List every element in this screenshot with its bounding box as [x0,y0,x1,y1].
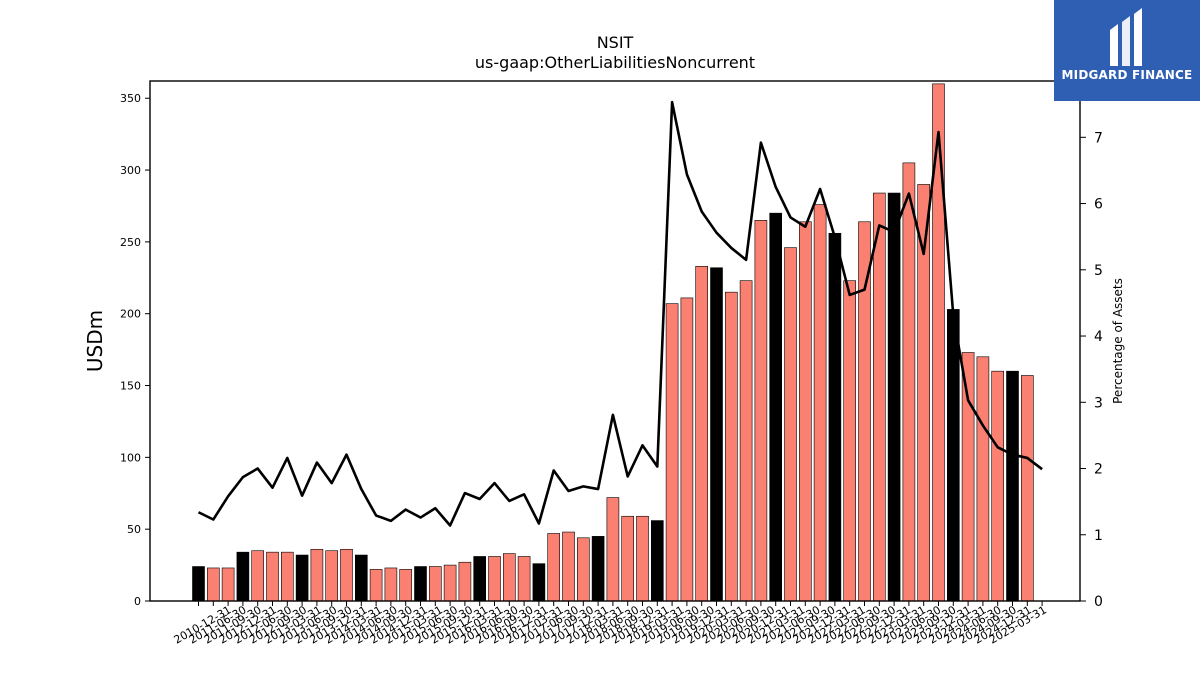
bar [680,297,694,602]
bar [458,561,472,602]
bar [887,192,901,602]
y-axis-label: USDm [83,310,107,372]
bar [443,564,457,602]
bar [636,515,649,602]
bar [266,551,279,602]
y2-axis-label: Percentage of Assets [1111,278,1125,404]
bar [724,291,738,602]
bar [606,497,620,602]
company-logo: MIDGARD FINANCE [1054,0,1200,101]
bar [354,554,368,602]
logo-mark-icon [1110,8,1142,66]
plot-frame [149,80,1081,602]
bar [414,566,427,602]
bar [325,550,339,602]
bar [384,567,398,602]
bar [798,221,812,602]
y2-tick-label: 7 [1094,130,1103,146]
bar [399,569,413,602]
bar [858,221,871,602]
y-tick-label: 100 [120,451,141,464]
bar [813,204,827,602]
bar [769,212,783,602]
y2-tick-label: 4 [1094,329,1103,345]
bar [621,515,635,602]
bar [902,162,916,602]
y2-tick-label: 0 [1094,594,1103,610]
bar [843,280,857,602]
bar [1020,375,1034,602]
bar [695,265,709,602]
y-tick-label: 200 [120,308,141,321]
bar [369,569,383,602]
y-tick-label: 250 [120,236,141,249]
bars-layer [192,83,1034,602]
bar [991,370,1005,602]
bar [221,567,235,602]
bar [532,563,546,602]
bar [576,537,590,602]
y-tick-label: 0 [134,595,141,608]
bar [946,309,960,602]
logo-text: MIDGARD FINANCE [1061,68,1193,82]
bar [1006,370,1019,602]
y2-tick-label: 6 [1094,197,1103,213]
bar [872,192,886,602]
chart-subtitle: us-gaap:OtherLiabilitiesNoncurrent [475,53,755,72]
bar [502,553,516,602]
bar [340,548,353,602]
bar [961,352,975,602]
bar [650,520,664,602]
y-tick-label: 50 [127,523,141,536]
series-line [197,100,1043,527]
bar [280,551,294,602]
bar [517,556,531,602]
bar [295,554,309,602]
line-layer [197,100,1043,527]
y-tick-label: 300 [120,164,141,177]
y2-tick-label: 2 [1094,462,1103,478]
bar [207,567,220,602]
bar [488,556,501,602]
bar [310,548,324,602]
bar [754,220,768,602]
bar [739,280,753,602]
bar [784,247,797,602]
y2-tick-label: 3 [1094,395,1103,411]
y-axis-ticks: 0 50 100 150 200 250 300 350 [120,92,150,608]
bar [236,551,250,602]
bar [562,531,575,602]
bar [828,232,842,602]
bar [665,303,679,602]
chart-title: NSIT [597,33,634,52]
bar [547,533,561,602]
bar [251,550,264,602]
bar [591,536,605,602]
bar [710,267,723,602]
y-tick-label: 350 [120,92,141,105]
bar [976,356,990,602]
bar [473,556,487,602]
y2-tick-label: 5 [1094,263,1103,279]
bar [428,566,442,602]
y2-tick-label: 1 [1094,528,1103,544]
x-axis-ticks: 2010-12-312011-06-302011-09-302012-12-31… [172,601,1049,647]
y2-axis-ticks: 0 1 2 3 4 5 6 7 [1080,130,1103,610]
y-tick-label: 150 [120,380,141,393]
bar [192,566,205,602]
